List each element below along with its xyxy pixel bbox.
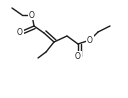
- Text: O: O: [17, 28, 23, 36]
- Text: O: O: [75, 52, 81, 60]
- Text: O: O: [29, 10, 35, 20]
- Text: O: O: [87, 35, 93, 44]
